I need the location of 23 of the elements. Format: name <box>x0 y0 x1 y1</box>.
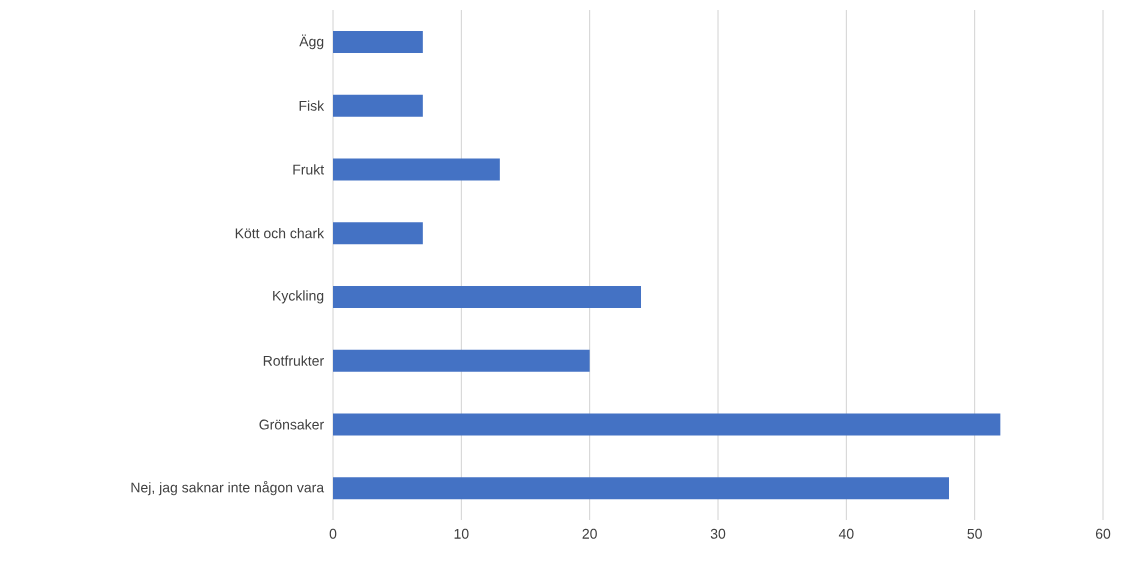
bar <box>333 30 423 53</box>
x-tick-label: 40 <box>838 528 854 539</box>
y-tick-label: Kött och chark <box>235 228 325 239</box>
bar <box>333 222 423 245</box>
y-tick-label: Kyckling <box>273 290 324 304</box>
y-tick-label: Grönsaker <box>259 419 324 430</box>
bar <box>333 349 590 372</box>
y-tick-label: Rotfrukter <box>263 355 324 366</box>
bar <box>333 158 500 181</box>
x-tick-label: 60 <box>1095 528 1111 539</box>
y-tick-label: Nej, jag saknar inte någon vara <box>131 481 325 496</box>
bar <box>333 285 641 308</box>
y-tick-label: Ägg <box>299 34 324 50</box>
bar <box>333 477 949 500</box>
x-tick-label: 50 <box>967 528 982 539</box>
bar <box>333 94 423 117</box>
y-tick-label: Frukt <box>293 164 325 175</box>
y-tick-label: Fisk <box>299 100 325 111</box>
x-tick-label: 0 <box>329 528 337 539</box>
x-tick-label: 10 <box>454 528 469 539</box>
bar <box>333 413 1001 436</box>
x-tick-label: 20 <box>582 528 597 539</box>
x-tick-label: 30 <box>710 528 726 539</box>
